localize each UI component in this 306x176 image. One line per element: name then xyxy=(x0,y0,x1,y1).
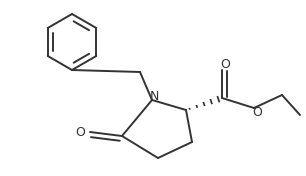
Text: O: O xyxy=(252,106,262,120)
Text: O: O xyxy=(220,58,230,71)
Text: O: O xyxy=(75,125,85,139)
Text: N: N xyxy=(149,90,159,102)
